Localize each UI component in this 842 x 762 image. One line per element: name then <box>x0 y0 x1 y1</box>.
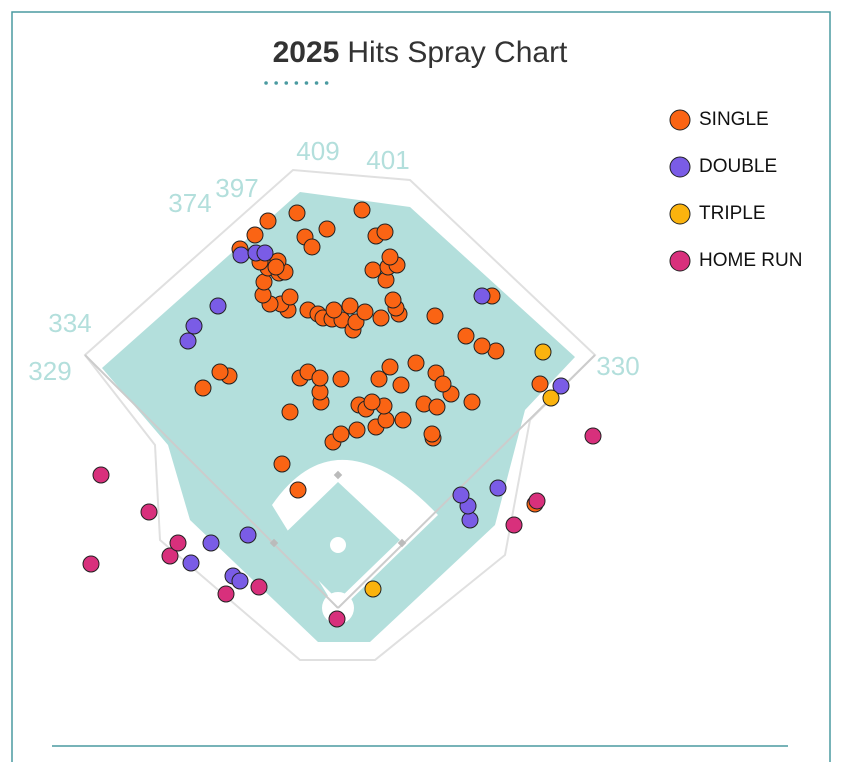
hit-point <box>528 492 546 510</box>
legend-label: HOME RUN <box>699 250 802 271</box>
hit-point <box>281 403 299 421</box>
hit-point <box>426 307 444 325</box>
base <box>397 538 407 548</box>
legend-marker <box>669 156 691 178</box>
hit-point <box>332 425 350 443</box>
hit-point <box>194 379 212 397</box>
hit-point <box>552 377 570 395</box>
hit-point <box>273 455 291 473</box>
hit-point <box>341 297 359 315</box>
hit-point <box>381 358 399 376</box>
hit-point <box>82 555 100 573</box>
hit-point <box>473 337 491 355</box>
hit-point <box>281 288 299 306</box>
hit-point <box>232 246 250 264</box>
hit-point <box>140 503 158 521</box>
distance-label: 330 <box>596 351 639 381</box>
hit-point <box>407 354 425 372</box>
hit-point <box>384 291 402 309</box>
hit-point <box>255 273 273 291</box>
hit-point <box>489 479 507 497</box>
hit-point <box>356 303 374 321</box>
hit-point <box>463 393 481 411</box>
hit-point <box>376 223 394 241</box>
hit-point <box>169 534 187 552</box>
mound <box>330 537 346 553</box>
hit-point <box>534 343 552 361</box>
hit-point <box>353 201 371 219</box>
distance-label: 329 <box>28 356 71 386</box>
hit-point <box>457 327 475 345</box>
hit-point <box>256 244 274 262</box>
base <box>333 470 343 480</box>
distance-label: 374 <box>168 188 211 218</box>
hit-point <box>246 226 264 244</box>
base <box>269 538 279 548</box>
hit-point <box>363 393 381 411</box>
legend-marker <box>669 203 691 225</box>
title-text: Hits Spray Chart <box>347 36 568 69</box>
hit-point <box>202 534 220 552</box>
hit-point <box>584 427 602 445</box>
hit-point <box>542 389 560 407</box>
frame <box>11 11 831 762</box>
foul-line <box>84 354 339 609</box>
distance-label: 334 <box>48 308 91 338</box>
hit-point <box>318 220 336 238</box>
hit-point <box>161 547 179 565</box>
distance-label: 401 <box>366 145 409 175</box>
hit-point <box>372 309 390 327</box>
hit-point <box>185 317 203 335</box>
hit-point <box>328 610 346 628</box>
hit-point <box>311 369 329 387</box>
hit-point <box>92 466 110 484</box>
hit-point <box>288 204 306 222</box>
hit-point <box>461 511 479 529</box>
hit-point <box>505 516 523 534</box>
hit-point <box>370 370 388 388</box>
hit-point <box>325 301 343 319</box>
hit-point <box>531 375 549 393</box>
hit-point <box>217 585 235 603</box>
hit-point <box>434 375 452 393</box>
hit-point <box>289 481 307 499</box>
distance-label: 397 <box>215 173 258 203</box>
hit-point <box>473 287 491 305</box>
hit-point <box>332 370 350 388</box>
outer-wall <box>83 168 597 661</box>
hit-point <box>452 486 470 504</box>
legend-label: SINGLE <box>699 109 769 130</box>
field <box>83 168 597 661</box>
legend-marker <box>669 109 691 131</box>
hit-point <box>211 363 229 381</box>
hit-point <box>392 376 410 394</box>
hit-point <box>209 297 227 315</box>
hit-point <box>394 411 412 429</box>
hit-point <box>381 248 399 266</box>
hit-point <box>267 258 285 276</box>
hit-point <box>239 526 257 544</box>
hit-point <box>364 580 382 598</box>
hit-point <box>423 425 441 443</box>
hit-point <box>428 398 446 416</box>
legend-label: DOUBLE <box>699 156 777 177</box>
title-year: 2025 <box>273 36 340 69</box>
chart-title: 2025 Hits Spray Chart <box>273 36 568 69</box>
hit-point <box>231 572 249 590</box>
hit-point <box>377 411 395 429</box>
hit-point <box>250 578 268 596</box>
distance-label: 409 <box>296 136 339 166</box>
hit-point <box>182 554 200 572</box>
hit-point <box>303 238 321 256</box>
legend-label: TRIPLE <box>699 203 766 224</box>
hit-point <box>179 332 197 350</box>
legend-marker <box>669 250 691 272</box>
hit-point <box>348 421 366 439</box>
hit-point <box>364 261 382 279</box>
hit-point <box>259 212 277 230</box>
